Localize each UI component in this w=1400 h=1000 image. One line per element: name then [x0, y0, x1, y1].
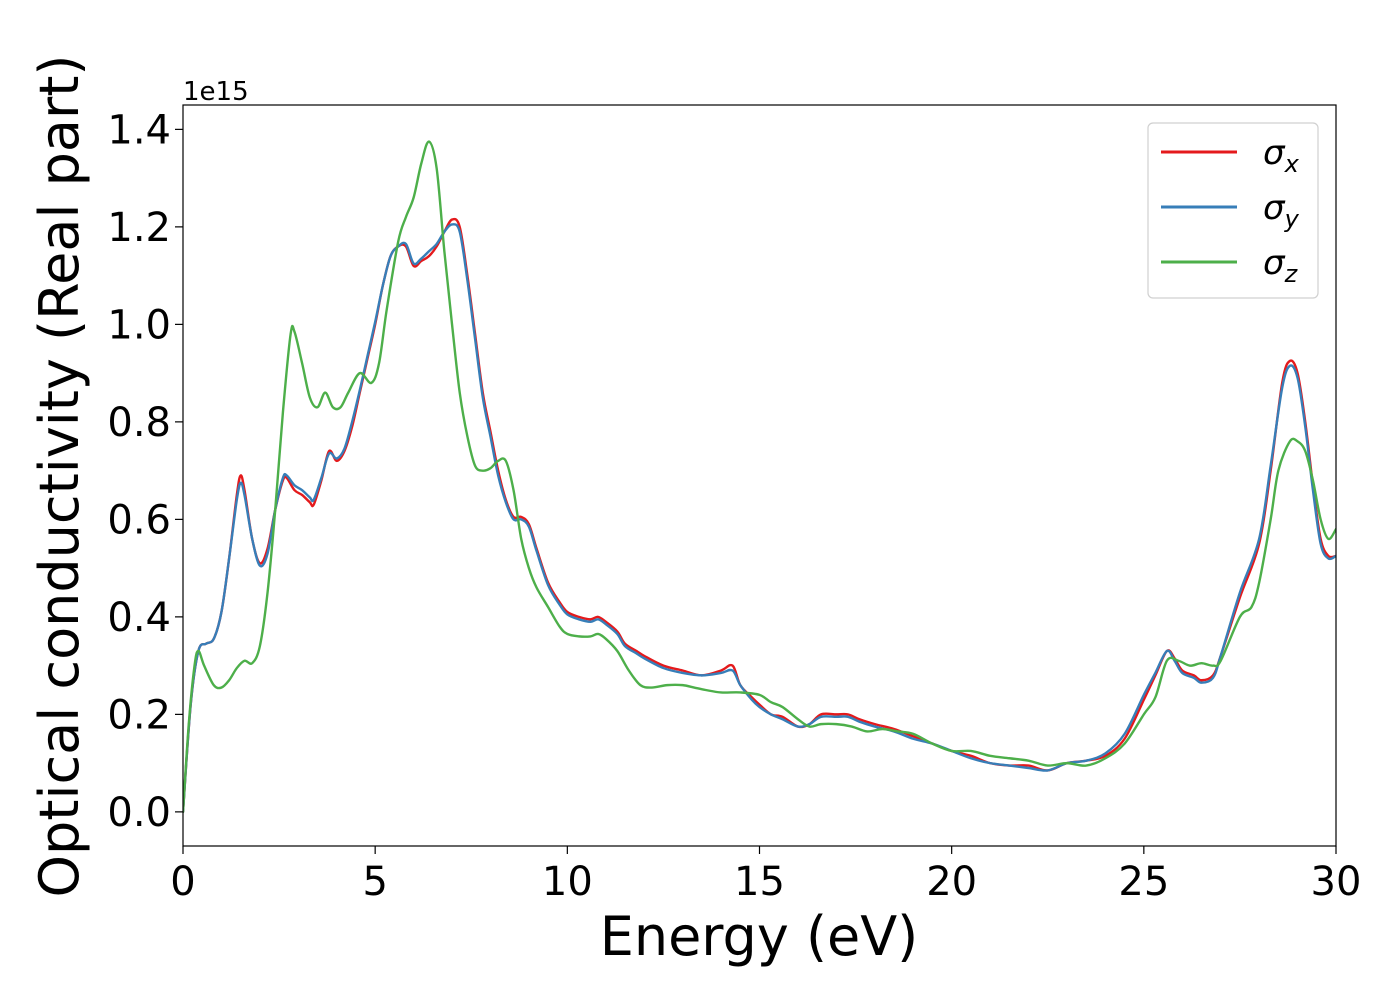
x-tick-label: 5 — [362, 859, 387, 905]
series-line-z — [183, 140, 1336, 814]
y-tick-label: 1.2 — [107, 205, 171, 251]
y-tick-label: 0.2 — [107, 692, 171, 738]
y-axis-offset-label: 1e15 — [183, 77, 249, 107]
y-axis-label: Optical conductivity (Real part) — [28, 55, 91, 898]
y-tick-label: 0.4 — [107, 595, 171, 641]
x-tick-label: 15 — [734, 859, 785, 905]
x-tick-label: 20 — [926, 859, 977, 905]
x-tick-label: 25 — [1118, 859, 1169, 905]
y-tick-label: 0.0 — [107, 790, 171, 836]
legend: σx σy σz — [1147, 122, 1319, 299]
y-tick-label: 0.6 — [107, 497, 171, 543]
y-tick-label: 1.0 — [107, 302, 171, 348]
x-tick-label: 10 — [542, 859, 593, 905]
legend-box — [1147, 122, 1319, 299]
x-axis-ticks: 0 5 10 15 20 25 30 — [170, 846, 1361, 905]
y-axis-ticks: 0.0 0.2 0.4 0.6 0.8 1.0 1.2 1.4 — [107, 107, 183, 836]
legend-label-z: σz — [1263, 243, 1299, 288]
legend-label-x: σx — [1263, 133, 1300, 178]
x-tick-label: 30 — [1311, 859, 1362, 905]
legend-label-y: σy — [1263, 188, 1300, 233]
y-tick-label: 1.4 — [107, 107, 171, 153]
y-tick-label: 0.8 — [107, 400, 171, 446]
series-layer — [183, 140, 1336, 814]
x-tick-label: 0 — [170, 859, 195, 905]
x-axis-label: Energy (eV) — [600, 905, 919, 968]
series-line-y — [183, 223, 1336, 814]
